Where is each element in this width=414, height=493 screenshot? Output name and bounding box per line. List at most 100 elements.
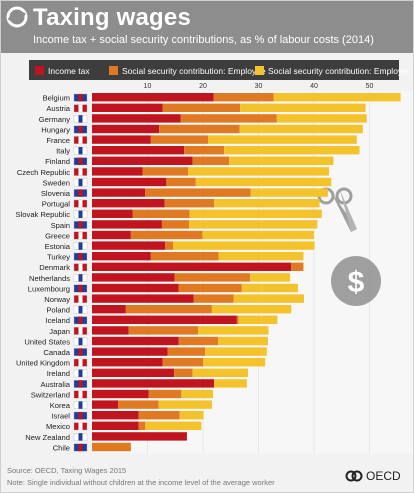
- country-flag-stripe: [78, 242, 83, 250]
- country-flag-stripe: [78, 253, 83, 261]
- country-label: Japan: [49, 327, 70, 336]
- country-label: New Zealand: [25, 433, 70, 442]
- bar-segment-employee-ssc: [174, 273, 251, 282]
- bar-segment-employer-ssc: [205, 347, 267, 356]
- bar-segment-employer-ssc: [273, 93, 401, 102]
- country-label: Sweden: [43, 178, 70, 187]
- bar-segment-income-tax: [92, 368, 175, 377]
- bar-segment-employee-ssc: [128, 326, 199, 335]
- bar-segment-employee-ssc: [142, 167, 189, 176]
- country-flag-stripe: [78, 369, 83, 377]
- bar-segment-income-tax: [92, 432, 187, 441]
- chart-legend: Income tax Social security contribution:…: [29, 60, 410, 80]
- bar-segment-employee-ssc: [161, 220, 190, 229]
- country-label: Mexico: [46, 422, 70, 431]
- country-label: Slovak Republic: [16, 210, 71, 219]
- x-tick-label: 10: [144, 83, 152, 90]
- bar-segment-employee-ssc: [213, 93, 274, 102]
- country-label: Australia: [40, 380, 70, 389]
- x-tick-label: 20: [199, 83, 207, 90]
- bar-segment-employee-ssc: [150, 135, 208, 144]
- country-flag-stripe: [78, 104, 83, 112]
- bar-segment-employer-ssc: [189, 220, 318, 229]
- country-flag-stripe: [78, 284, 83, 293]
- country-flag-stripe: [78, 231, 83, 240]
- bar-segment-employee-ssc: [178, 336, 218, 346]
- bar-segment-employee-ssc: [162, 358, 203, 367]
- legend-item-income-tax: Income tax: [35, 64, 90, 77]
- stacked-bar-chart: 102030405060%$BelgiumAustriaGermanyHunga…: [16, 83, 413, 454]
- country-flag-stripe: [78, 178, 83, 187]
- country-flag-stripe: [78, 380, 83, 388]
- bar-segment-income-tax: [92, 252, 151, 261]
- bar-segment-employee-ssc: [138, 411, 180, 420]
- bar-segment-income-tax: [92, 188, 146, 197]
- country-label: Germany: [39, 115, 70, 124]
- bar-segment-employer-ssc: [224, 146, 360, 155]
- country-flag-stripe: [78, 348, 83, 356]
- country-flag-stripe: [78, 189, 83, 197]
- page-subtitle: Income tax + social security contributio…: [33, 34, 374, 46]
- bar-segment-employer-ssc: [198, 326, 269, 335]
- bar-segment-employer-ssc: [188, 167, 329, 176]
- bar-segment-employer-ssc: [238, 315, 278, 324]
- bar-segment-employer-ssc: [250, 188, 328, 197]
- bar-segment-employer-ssc: [241, 283, 298, 293]
- bar-segment-employer-ssc: [195, 177, 332, 187]
- legend-item-employer-ssc: Social security contribution: Employer: [255, 64, 410, 77]
- country-flag-stripe: [78, 147, 83, 155]
- footnote: Note: Single individual without children…: [7, 478, 275, 487]
- country-flag-stripe: [78, 422, 83, 430]
- bar-segment-employer-ssc: [192, 368, 248, 377]
- country-label: Finland: [45, 157, 70, 166]
- legend-swatch: [109, 66, 118, 75]
- bar-segment-employer-ssc: [240, 103, 366, 112]
- country-label: Canada: [43, 348, 70, 357]
- bar-segment-employer-ssc: [158, 400, 212, 409]
- legend-swatch: [35, 66, 44, 75]
- source-note: Source: OECD, Taxing Wages 2015: [7, 466, 127, 475]
- x-tick-label: 40: [310, 83, 318, 90]
- bar-segment-income-tax: [92, 273, 175, 282]
- bar-segment-employer-ssc: [181, 389, 213, 399]
- country-label: Korea: [50, 401, 71, 410]
- bar-segment-employee-ssc: [164, 199, 215, 208]
- country-label: Slovenia: [41, 189, 71, 198]
- bar-segment-income-tax: [92, 283, 179, 293]
- bar-segment-employee-ssc: [132, 209, 190, 218]
- country-flag-stripe: [78, 401, 83, 409]
- country-label: Italy: [56, 147, 70, 156]
- bar-segment-employer-ssc: [276, 114, 367, 123]
- bar-segment-employer-ssc: [173, 241, 315, 250]
- bar-segment-employee-ssc: [145, 188, 251, 197]
- bar-segment-income-tax: [92, 262, 292, 271]
- svg-text:$: $: [348, 266, 365, 299]
- oecd-mark-icon: [345, 470, 363, 482]
- bar-segment-employee-ssc: [130, 230, 203, 240]
- country-label: Spain: [51, 221, 70, 230]
- x-tick-label: 30: [255, 83, 263, 90]
- bar-segment-income-tax: [92, 135, 151, 144]
- bar-segment-employee-ssc: [180, 114, 277, 123]
- country-flag-stripe: [78, 125, 83, 134]
- bar-segment-income-tax: [92, 209, 133, 218]
- bar-segment-employee-ssc: [165, 241, 174, 250]
- legend-label: Social security contribution: Employee: [122, 65, 266, 76]
- country-flag-stripe: [78, 337, 83, 346]
- country-label: Israel: [51, 412, 70, 421]
- bar-segment-income-tax: [92, 411, 139, 420]
- bar-segment-employer-ssc: [145, 421, 202, 430]
- country-flag-stripe: [78, 316, 83, 324]
- bar-segment-employer-ssc: [214, 199, 320, 208]
- bar-segment-employee-ssc: [236, 315, 239, 324]
- bar-segment-income-tax: [92, 167, 143, 176]
- bar-segment-income-tax: [92, 230, 131, 240]
- bar-segment-employee-ssc: [193, 294, 234, 303]
- bar-segment-income-tax: [92, 305, 126, 314]
- country-flag-stripe: [78, 306, 83, 314]
- bar-segment-income-tax: [92, 156, 193, 165]
- legend-swatch: [255, 66, 264, 75]
- country-flag-stripe: [78, 168, 83, 176]
- bar-segment-income-tax: [92, 93, 214, 102]
